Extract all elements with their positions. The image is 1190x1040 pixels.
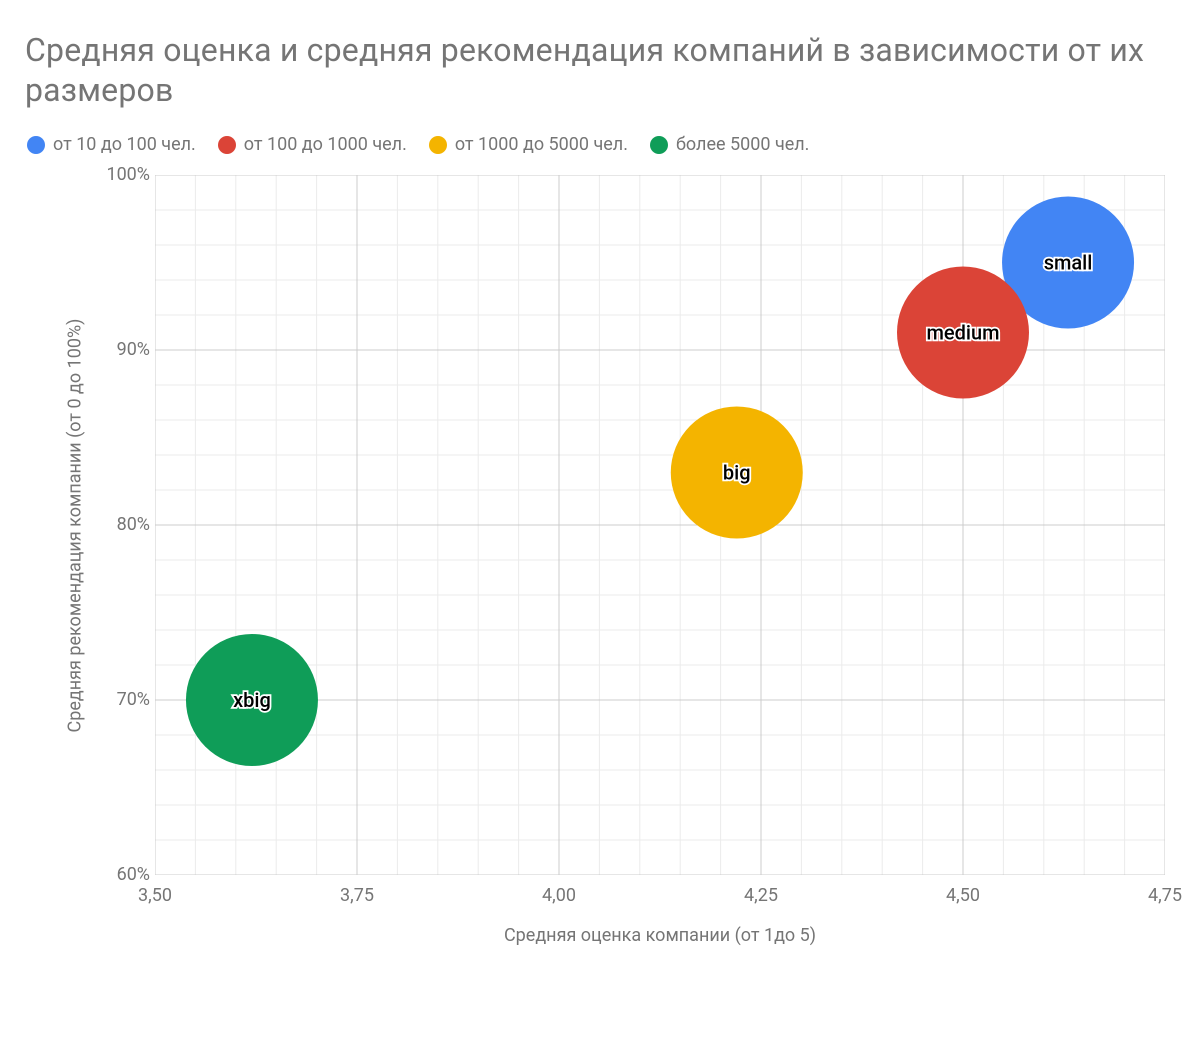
legend-label: от 100 до 1000 чел. bbox=[244, 134, 407, 155]
legend-dot-icon bbox=[27, 136, 45, 154]
y-tick-label: 90% bbox=[90, 339, 150, 360]
legend-item-big: от 1000 до 5000 чел. bbox=[429, 134, 628, 155]
legend-dot-icon bbox=[429, 136, 447, 154]
x-tick-label: 3,50 bbox=[130, 885, 180, 906]
chart-container: Средняя оценка и средняя рекомендация ко… bbox=[0, 0, 1190, 1040]
x-axis-label: Средняя оценка компании (от 1до 5) bbox=[155, 925, 1165, 946]
x-tick-label: 3,75 bbox=[332, 885, 382, 906]
x-tick-label: 4,75 bbox=[1140, 885, 1190, 906]
legend-label: от 1000 до 5000 чел. bbox=[455, 134, 628, 155]
legend: от 10 до 100 чел. от 100 до 1000 чел. от… bbox=[25, 134, 1165, 155]
bubble-label-medium: medium bbox=[926, 321, 999, 345]
y-tick-label: 60% bbox=[90, 864, 150, 885]
bubble-label-small: small bbox=[1044, 251, 1093, 275]
chart-title: Средняя оценка и средняя рекомендация ко… bbox=[25, 30, 1165, 110]
legend-item-small: от 10 до 100 чел. bbox=[27, 134, 196, 155]
legend-item-medium: от 100 до 1000 чел. bbox=[218, 134, 407, 155]
y-tick-label: 70% bbox=[90, 689, 150, 710]
x-tick-label: 4,00 bbox=[534, 885, 584, 906]
legend-label: от 10 до 100 чел. bbox=[53, 134, 196, 155]
legend-dot-icon bbox=[218, 136, 236, 154]
plot: small medium big xbig bbox=[155, 175, 1165, 875]
y-tick-label: 80% bbox=[90, 514, 150, 535]
y-tick-label: 100% bbox=[90, 164, 150, 185]
legend-label: более 5000 чел. bbox=[676, 134, 809, 155]
y-axis-label: Средняя рекомендация компании (от 0 до 1… bbox=[65, 276, 86, 776]
bubble-label-big: big bbox=[723, 461, 751, 485]
bubble-label-xbig: xbig bbox=[233, 688, 271, 712]
legend-item-xbig: более 5000 чел. bbox=[650, 134, 809, 155]
legend-dot-icon bbox=[650, 136, 668, 154]
x-tick-label: 4,25 bbox=[736, 885, 786, 906]
x-tick-label: 4,50 bbox=[938, 885, 988, 906]
